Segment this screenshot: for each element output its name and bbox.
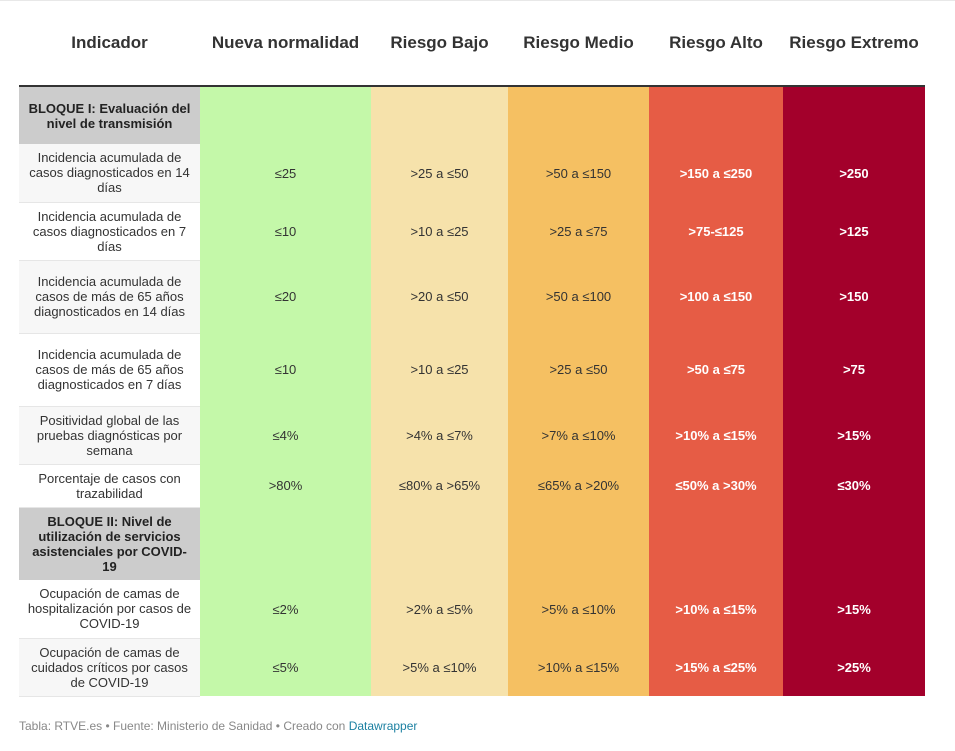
- threshold-cell: ≤2%: [200, 580, 371, 638]
- threshold-cell: >15%: [783, 406, 925, 464]
- block-header-row: BLOQUE II: Nivel de utilización de servi…: [19, 507, 925, 580]
- indicator-label: Incidencia acumulada de casos de más de …: [19, 333, 200, 407]
- threshold-cell: [649, 86, 783, 144]
- table-row: Ocupación de camas de cuidados críticos …: [19, 638, 925, 697]
- threshold-cell: ≤50% a >30%: [649, 464, 783, 507]
- block-label: BLOQUE II: Nivel de utilización de servi…: [19, 507, 200, 580]
- threshold-cell: >10 a ≤25: [371, 202, 508, 260]
- block-label: BLOQUE I: Evaluación del nivel de transm…: [19, 86, 200, 144]
- table-row: Incidencia acumulada de casos diagnostic…: [19, 202, 925, 261]
- table-row: Porcentaje de casos con trazabilidad >80%…: [19, 464, 925, 508]
- indicator-label: Positividad global de las pruebas diagnó…: [19, 406, 200, 465]
- threshold-cell: >25 a ≤50: [508, 333, 649, 406]
- indicator-label: Incidencia acumulada de casos de más de …: [19, 260, 200, 334]
- threshold-cell: ≤65% a >20%: [508, 464, 649, 507]
- threshold-cell: [649, 507, 783, 580]
- threshold-cell: ≤10: [200, 333, 371, 406]
- threshold-cell: >15% a ≤25%: [649, 638, 783, 696]
- threshold-cell: >25%: [783, 638, 925, 696]
- threshold-cell: >75-≤125: [649, 202, 783, 260]
- indicator-label: Ocupación de camas de cuidados críticos …: [19, 638, 200, 697]
- threshold-cell: >15%: [783, 580, 925, 638]
- threshold-cell: >10 a ≤25: [371, 333, 508, 406]
- threshold-cell: ≤10: [200, 202, 371, 260]
- threshold-cell: [371, 86, 508, 144]
- threshold-cell: ≤20: [200, 260, 371, 333]
- threshold-cell: [508, 507, 649, 580]
- threshold-cell: >75: [783, 333, 925, 406]
- table-row: Positividad global de las pruebas diagnó…: [19, 406, 925, 465]
- threshold-cell: >150 a ≤250: [649, 144, 783, 202]
- threshold-cell: >10% a ≤15%: [649, 580, 783, 638]
- threshold-cell: >20 a ≤50: [371, 260, 508, 333]
- table-row: Ocupación de camas de hospitalización po…: [19, 580, 925, 639]
- threshold-cell: [783, 507, 925, 580]
- threshold-cell: ≤80% a >65%: [371, 464, 508, 507]
- threshold-cell: >7% a ≤10%: [508, 406, 649, 464]
- table-row: Incidencia acumulada de casos de más de …: [19, 260, 925, 334]
- table-row: Incidencia acumulada de casos diagnostic…: [19, 144, 925, 203]
- risk-level-table: Indicador Nueva normalidad Riesgo Bajo R…: [19, 0, 925, 697]
- threshold-cell: [371, 507, 508, 580]
- footer-credits: Tabla: RTVE.es • Fuente: Ministerio de S…: [19, 719, 417, 733]
- threshold-cell: >80%: [200, 464, 371, 507]
- threshold-cell: >25 a ≤75: [508, 202, 649, 260]
- column-header-indicador[interactable]: Indicador: [19, 0, 200, 87]
- datawrapper-link[interactable]: Datawrapper: [348, 719, 418, 733]
- threshold-cell: >100 a ≤150: [649, 260, 783, 333]
- column-header-riesgo-bajo[interactable]: Riesgo Bajo: [371, 0, 508, 87]
- threshold-cell: >2% a ≤5%: [371, 580, 508, 638]
- footer-text: Tabla: RTVE.es • Fuente: Ministerio de S…: [19, 719, 349, 733]
- column-header-riesgo-medio[interactable]: Riesgo Medio: [508, 0, 649, 87]
- threshold-cell: >4% a ≤7%: [371, 406, 508, 464]
- threshold-cell: >50 a ≤150: [508, 144, 649, 202]
- column-header-riesgo-extremo[interactable]: Riesgo Extremo: [783, 0, 925, 87]
- threshold-cell: >250: [783, 144, 925, 202]
- threshold-cell: >150: [783, 260, 925, 333]
- indicator-label: Ocupación de camas de hospitalización po…: [19, 580, 200, 639]
- threshold-cell: [508, 86, 649, 144]
- column-header-nueva-normalidad[interactable]: Nueva normalidad: [200, 0, 371, 87]
- threshold-cell: ≤25: [200, 144, 371, 202]
- threshold-cell: >50 a ≤75: [649, 333, 783, 406]
- table-row: Incidencia acumulada de casos de más de …: [19, 333, 925, 407]
- threshold-cell: >25 a ≤50: [371, 144, 508, 202]
- threshold-cell: >10% a ≤15%: [508, 638, 649, 696]
- threshold-cell: ≤30%: [783, 464, 925, 507]
- indicator-label: Incidencia acumulada de casos diagnostic…: [19, 202, 200, 261]
- threshold-cell: [200, 507, 371, 580]
- block-header-row: BLOQUE I: Evaluación del nivel de transm…: [19, 86, 925, 144]
- threshold-cell: [783, 86, 925, 144]
- threshold-cell: >125: [783, 202, 925, 260]
- threshold-cell: >10% a ≤15%: [649, 406, 783, 464]
- table-body: BLOQUE I: Evaluación del nivel de transm…: [19, 86, 925, 697]
- threshold-cell: >5% a ≤10%: [508, 580, 649, 638]
- threshold-cell: >5% a ≤10%: [371, 638, 508, 696]
- threshold-cell: ≤5%: [200, 638, 371, 696]
- threshold-cell: [200, 86, 371, 144]
- column-header-riesgo-alto[interactable]: Riesgo Alto: [649, 0, 783, 87]
- indicator-label: Incidencia acumulada de casos diagnostic…: [19, 144, 200, 203]
- threshold-cell: >50 a ≤100: [508, 260, 649, 333]
- indicator-label: Porcentaje de casos con trazabilidad: [19, 464, 200, 508]
- table-header-row: Indicador Nueva normalidad Riesgo Bajo R…: [19, 0, 925, 87]
- threshold-cell: ≤4%: [200, 406, 371, 464]
